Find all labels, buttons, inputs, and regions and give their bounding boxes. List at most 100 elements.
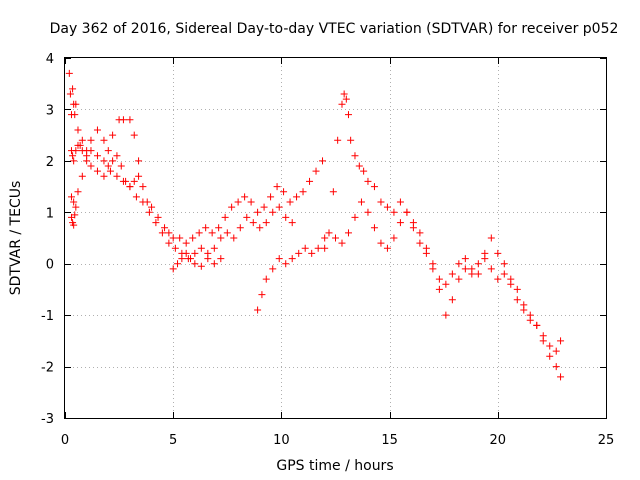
data-point: [273, 183, 281, 191]
data-point: [332, 234, 339, 242]
data-point: [191, 260, 199, 268]
data-point: [370, 183, 378, 191]
data-point: [197, 244, 205, 252]
data-point: [258, 291, 266, 299]
data-point: [71, 211, 79, 219]
data-point: [249, 219, 257, 227]
data-point: [72, 147, 80, 155]
data-point: [267, 193, 275, 201]
data-point: [204, 255, 212, 263]
y-axis-label: SDTVAR / TECUs: [8, 181, 24, 296]
data-point: [301, 244, 309, 252]
plot-frame: [64, 57, 607, 419]
data-point: [481, 255, 489, 263]
y-tick-label: 1: [46, 206, 54, 221]
data-point: [93, 167, 101, 175]
data-point: [355, 162, 363, 170]
data-point: [83, 157, 91, 165]
x-tick-label: 25: [598, 433, 615, 448]
data-point: [109, 157, 117, 165]
data-point: [390, 234, 398, 242]
data-point: [468, 270, 476, 278]
data-point: [74, 126, 82, 134]
data-point: [104, 147, 112, 155]
data-point: [65, 69, 73, 77]
data-point: [280, 188, 288, 196]
data-point: [70, 157, 78, 165]
data-point: [117, 162, 125, 170]
data-point: [288, 255, 296, 263]
data-point: [100, 136, 108, 144]
data-point: [435, 275, 443, 283]
data-point: [288, 219, 296, 227]
data-point: [254, 208, 262, 216]
data-point: [286, 198, 294, 206]
data-point: [69, 152, 77, 160]
data-point: [546, 342, 554, 350]
data-point: [241, 193, 249, 201]
data-point: [396, 198, 404, 206]
data-point: [338, 239, 346, 247]
data-point: [474, 270, 482, 278]
data-point: [228, 203, 236, 211]
data-point: [383, 244, 391, 252]
data-point: [158, 229, 166, 237]
data-point: [243, 213, 251, 221]
data-point: [295, 249, 303, 257]
x-tick-label: 20: [490, 433, 507, 448]
data-point: [135, 157, 143, 165]
data-point: [494, 275, 502, 283]
data-point: [347, 136, 355, 144]
data-point: [282, 260, 290, 268]
data-point: [334, 136, 342, 144]
data-point: [500, 270, 508, 278]
data-point: [520, 306, 528, 314]
y-tick-label: -3: [41, 412, 54, 427]
data-point: [69, 85, 77, 93]
data-point: [533, 321, 541, 329]
data-point: [308, 249, 316, 257]
x-axis-label: GPS time / hours: [276, 458, 393, 474]
data-point: [435, 285, 443, 293]
data-point: [191, 249, 199, 257]
data-point: [126, 116, 134, 124]
data-point: [148, 203, 156, 211]
data-point: [409, 224, 417, 232]
data-point: [461, 265, 469, 273]
data-point: [526, 316, 534, 324]
data-point: [500, 260, 508, 268]
x-tick-label: 10: [273, 433, 290, 448]
data-point: [351, 213, 359, 221]
data-point: [176, 234, 184, 242]
data-point: [66, 90, 74, 98]
data-point: [221, 213, 229, 221]
data-point: [383, 203, 391, 211]
data-point: [552, 363, 560, 371]
x-tick-label: 5: [169, 433, 177, 448]
data-point: [494, 249, 502, 257]
data-point: [557, 373, 565, 381]
data-point: [269, 208, 277, 216]
data-point: [215, 224, 223, 232]
data-point: [282, 213, 290, 221]
data-point: [217, 234, 225, 242]
data-point: [182, 239, 190, 247]
data-point: [340, 90, 348, 98]
data-point: [390, 208, 398, 216]
data-point: [174, 260, 182, 268]
data-point: [217, 255, 225, 263]
data-point: [210, 260, 218, 268]
data-point: [113, 172, 121, 180]
y-tick-label: -1: [41, 309, 54, 324]
data-point: [78, 147, 86, 155]
data-point: [202, 224, 210, 232]
data-point: [455, 260, 463, 268]
data-point: [70, 221, 78, 229]
data-point: [189, 234, 197, 242]
data-point: [360, 167, 368, 175]
data-point: [161, 224, 169, 232]
data-point: [197, 262, 205, 270]
data-point: [178, 255, 186, 263]
data-point: [342, 95, 350, 103]
data-point: [377, 239, 385, 247]
